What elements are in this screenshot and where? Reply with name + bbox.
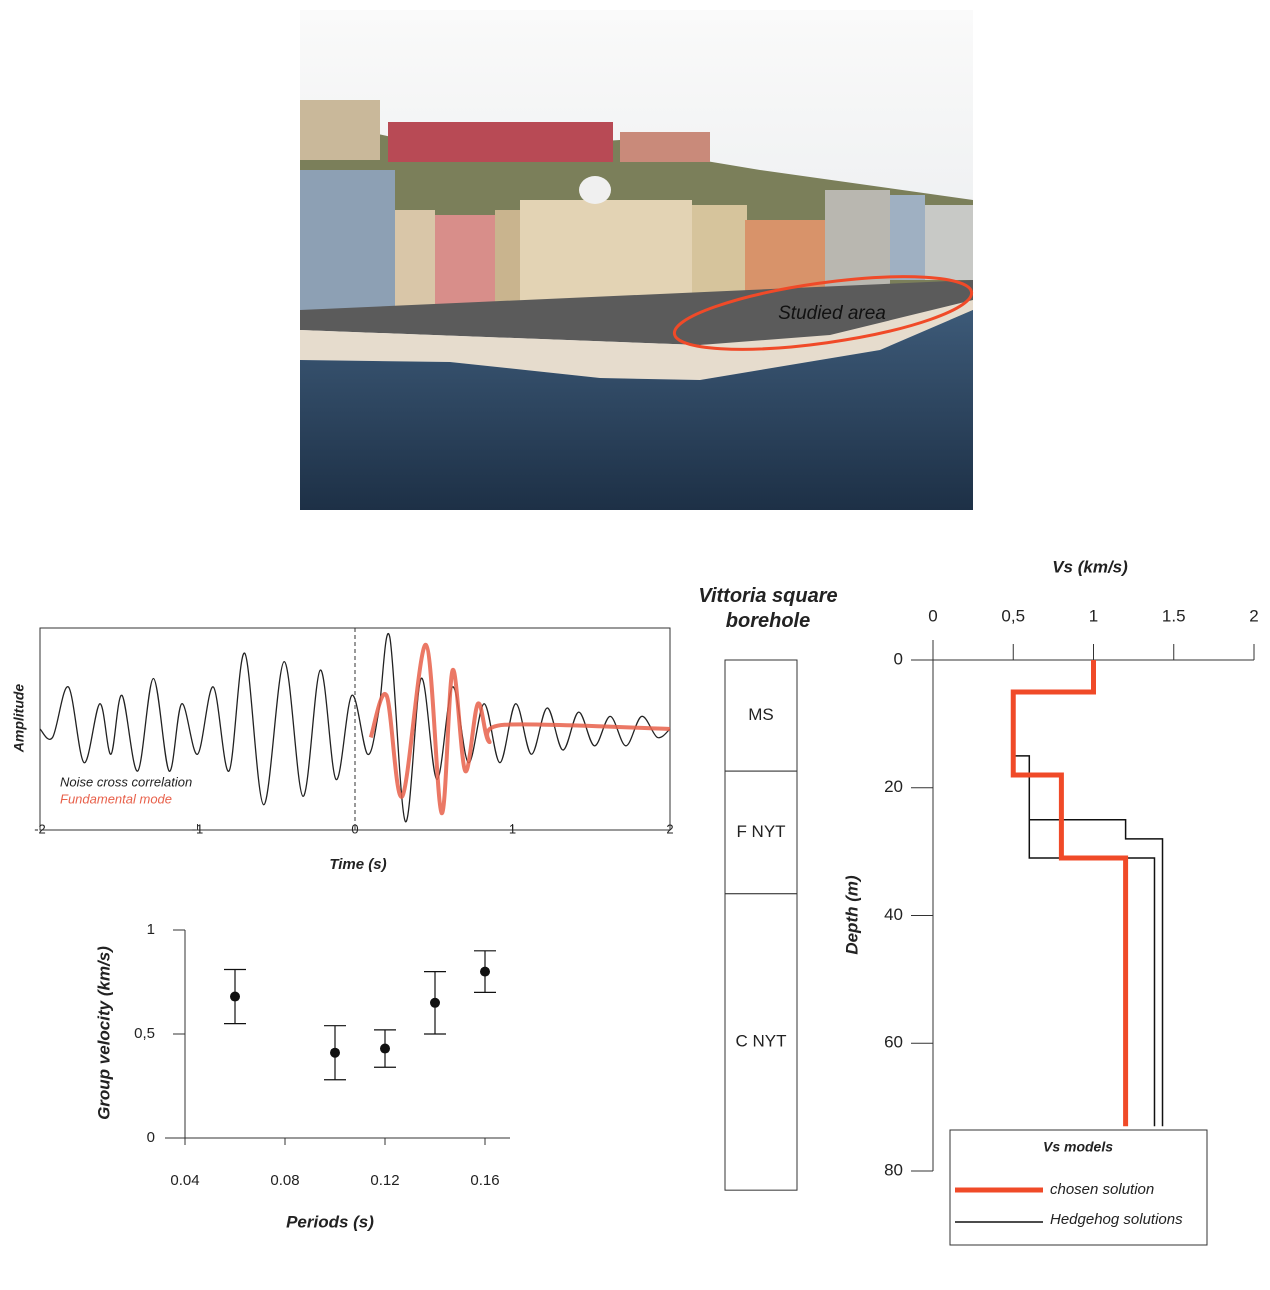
y-axis-title: Group velocity (km/s)	[94, 946, 113, 1120]
stratum	[724, 659, 798, 772]
data-point	[380, 1043, 390, 1054]
x-tick-label: -2	[34, 821, 46, 836]
series-line	[39, 632, 671, 823]
data-point	[230, 991, 240, 1002]
stratum-label: F NYT	[736, 822, 785, 841]
x-tick-label: 0.12	[370, 1172, 399, 1189]
data-point	[480, 966, 490, 977]
y-tick-label: 0	[894, 649, 903, 668]
y-tick-label: 0,5	[134, 1025, 155, 1042]
legend-label: Hedgehog solutions	[1050, 1211, 1183, 1228]
profile-line	[1010, 660, 1129, 1127]
x-tick-label: 0.16	[470, 1172, 499, 1189]
y-tick-label: 20	[884, 777, 903, 796]
borehole-title: Vittoria square borehole	[698, 585, 838, 632]
y-tick-label: 0	[147, 1129, 155, 1146]
x-tick-label: 0,5	[1001, 606, 1025, 625]
legend-label: chosen solution	[1050, 1181, 1154, 1198]
y-tick-label: 40	[884, 905, 903, 924]
x-tick-label: 2	[1249, 606, 1258, 625]
data-point	[430, 997, 440, 1008]
x-tick-label: 0	[928, 606, 937, 625]
x-tick-label: 0.04	[170, 1172, 199, 1189]
x-tick-label: -1	[192, 821, 204, 836]
profile-line	[1013, 755, 1164, 1127]
x-tick-label: 1	[509, 821, 516, 836]
photo: Studied area	[300, 10, 974, 510]
stratum	[724, 893, 798, 1191]
y-tick-label: 1	[147, 921, 155, 938]
y-tick-label: 60	[884, 1033, 903, 1052]
y-tick-label: 80	[884, 1160, 903, 1179]
stratum	[724, 770, 798, 895]
x-tick-label: 2	[666, 821, 673, 836]
x-axis-title: Periods (s)	[286, 1212, 374, 1231]
data-point	[330, 1047, 340, 1058]
x-axis-title: Time (s)	[329, 856, 386, 873]
x-tick-label: 0	[351, 821, 358, 836]
x-tick-label: 0.08	[270, 1172, 299, 1189]
y-axis-title: Amplitude	[11, 684, 27, 754]
x-axis-title: Vs (km/s)	[1052, 557, 1128, 576]
series-line	[368, 642, 671, 816]
legend-label: Noise cross correlation	[60, 774, 192, 789]
y-axis-title: Depth (m)	[842, 875, 861, 955]
legend-title: Vs models	[1043, 1139, 1113, 1155]
photo-annotation: Studied area	[778, 303, 886, 324]
stratum-label: MS	[748, 705, 774, 724]
legend-label: Fundamental mode	[60, 791, 172, 806]
x-tick-label: 1	[1089, 606, 1098, 625]
stratum-label: C NYT	[736, 1031, 787, 1050]
x-tick-label: 1.5	[1162, 606, 1186, 625]
